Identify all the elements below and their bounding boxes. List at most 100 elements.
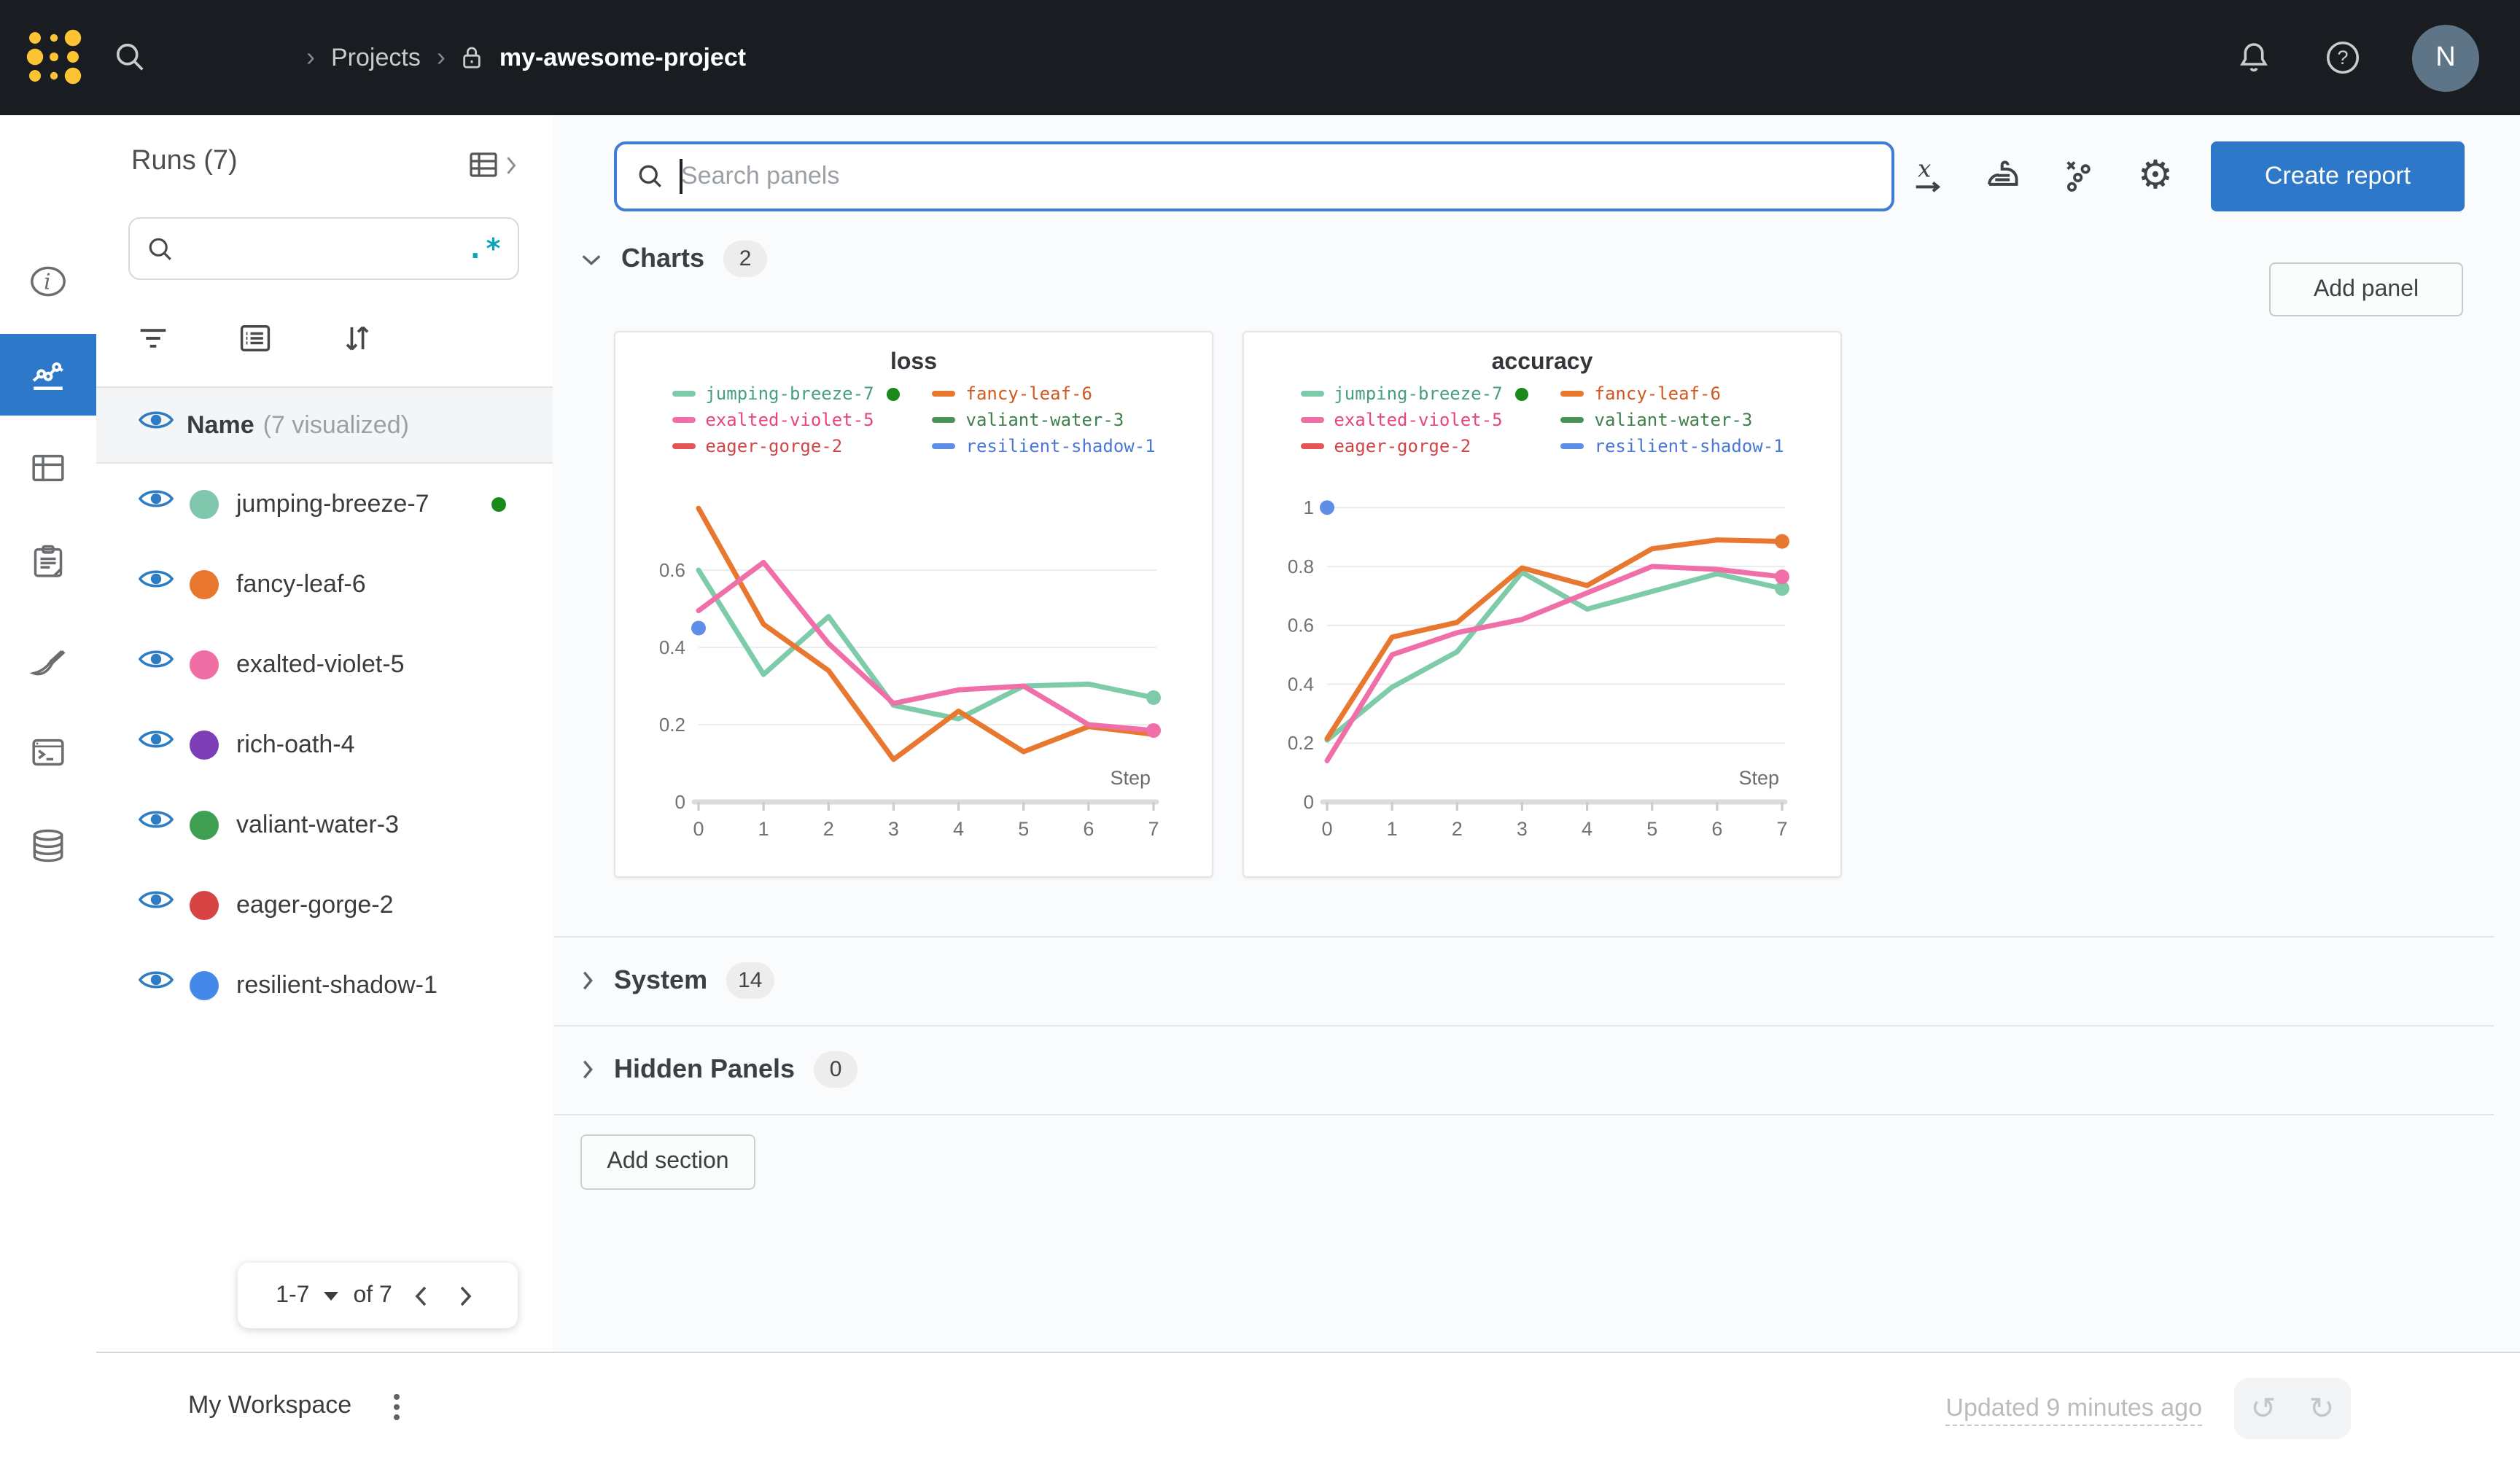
legend-label: exalted-violet-5 <box>705 410 874 430</box>
filter-icon[interactable] <box>134 319 172 357</box>
outliers-icon[interactable] <box>2055 150 2104 200</box>
visibility-eye-icon[interactable] <box>137 806 175 844</box>
chart-legend: jumping-breeze-7 fancy-leaf-6 exalted-viol… <box>1244 381 1840 459</box>
charts-grid: loss jumping-breeze-7 fancy-leaf-6 exalted-… <box>614 331 1842 878</box>
prev-page-button[interactable] <box>407 1281 436 1310</box>
svg-text:7: 7 <box>1148 818 1159 840</box>
rail-item-line-chart-icon[interactable] <box>0 334 96 416</box>
chevron-down-icon[interactable] <box>324 1291 339 1300</box>
panel-loss[interactable]: loss jumping-breeze-7 fancy-leaf-6 exalted-… <box>614 331 1213 878</box>
rail-item-clipboard-icon[interactable] <box>0 521 96 602</box>
run-row[interactable]: fancy-leaf-6 <box>96 544 553 624</box>
run-name[interactable]: jumping-breeze-7 <box>236 489 429 517</box>
svg-text:0.8: 0.8 <box>1288 556 1314 577</box>
run-row[interactable]: eager-gorge-2 <box>96 865 553 945</box>
run-row[interactable]: jumping-breeze-7 <box>96 464 553 544</box>
settings-gear-icon[interactable]: ⚙ <box>2137 152 2174 196</box>
page-range[interactable]: 1-7 <box>276 1282 310 1307</box>
svg-text:5: 5 <box>1018 818 1029 840</box>
legend-entry: eager-gorge-2 <box>672 433 900 459</box>
smoothing-iron-icon[interactable] <box>1979 150 2029 200</box>
run-name[interactable]: eager-gorge-2 <box>236 890 394 918</box>
runs-search-box: .* <box>128 217 519 280</box>
redo-icon[interactable]: ↻ <box>2309 1392 2335 1425</box>
run-color-dot <box>190 970 219 1000</box>
undo-icon[interactable]: ↺ <box>2250 1392 2276 1425</box>
breadcrumb-projects[interactable]: Projects <box>331 43 421 71</box>
workspace-title[interactable]: My Workspace <box>188 1391 352 1419</box>
run-color-dot <box>190 569 219 599</box>
search-icon[interactable] <box>111 38 149 76</box>
run-name[interactable]: rich-oath-4 <box>236 730 355 757</box>
chevron-right-icon <box>583 1060 593 1079</box>
svg-text:3: 3 <box>888 818 899 840</box>
runs-panel: Runs (7) .* <box>96 115 554 1352</box>
rail-item-broom-icon[interactable] <box>0 620 96 701</box>
regex-toggle[interactable]: .* <box>467 233 503 265</box>
run-row[interactable]: rich-oath-4 <box>96 704 553 784</box>
rail-item-info-icon[interactable]: i <box>0 241 96 322</box>
run-row[interactable]: valiant-water-3 <box>96 784 553 865</box>
running-indicator-dot <box>491 496 506 511</box>
visibility-eye-icon[interactable] <box>137 886 175 924</box>
next-page-button[interactable] <box>451 1281 480 1310</box>
visibility-eye-icon[interactable] <box>137 485 175 523</box>
visibility-eye-icon[interactable] <box>137 565 175 603</box>
legend-swatch <box>1300 390 1324 397</box>
run-row[interactable]: resilient-shadow-1 <box>96 945 553 1025</box>
run-name[interactable]: resilient-shadow-1 <box>236 970 438 998</box>
breadcrumb-project[interactable]: my-awesome-project <box>499 43 747 71</box>
charts-section-header[interactable]: Charts 2 <box>580 241 768 277</box>
avatar[interactable]: N <box>2412 24 2479 91</box>
run-name[interactable]: fancy-leaf-6 <box>236 569 366 597</box>
wandb-logo-icon[interactable] <box>20 23 88 90</box>
left-rail: i <box>0 115 98 1461</box>
svg-text:0.6: 0.6 <box>659 559 685 581</box>
legend-label: jumping-breeze-7 <box>1334 383 1503 404</box>
search-icon <box>639 165 661 187</box>
visualized-count: (7 visualized) <box>262 410 409 438</box>
legend-swatch <box>672 443 696 450</box>
main-content: x ⚙ Create report <box>553 115 2520 1352</box>
add-panel-button[interactable]: Add panel <box>2269 262 2463 316</box>
visibility-eye-icon[interactable] <box>137 406 175 444</box>
system-section-header[interactable]: System 14 <box>554 936 2494 1025</box>
legend-label: fancy-leaf-6 <box>1594 383 1721 404</box>
svg-text:Step: Step <box>1110 767 1151 789</box>
visibility-eye-icon[interactable] <box>137 725 175 763</box>
chart-title: accuracy <box>1491 350 1593 375</box>
visibility-eye-icon[interactable] <box>137 966 175 1004</box>
rail-item-terminal-icon[interactable] <box>0 712 96 793</box>
create-report-button[interactable]: Create report <box>2211 141 2465 211</box>
section-count-badge: 2 <box>723 241 768 277</box>
legend-label: fancy-leaf-6 <box>965 383 1092 404</box>
topbar: › Projects › my-awesome-project <box>0 0 2520 115</box>
legend-swatch <box>1560 416 1584 424</box>
panel-accuracy[interactable]: accuracy jumping-breeze-7 fancy-leaf-6 exal… <box>1242 331 1842 878</box>
run-name[interactable]: valiant-water-3 <box>236 810 399 838</box>
help-icon[interactable]: ? <box>2323 38 2362 77</box>
rail-item-table-icon[interactable] <box>0 427 96 509</box>
run-name[interactable]: exalted-violet-5 <box>236 650 405 677</box>
breadcrumb: › Projects › my-awesome-project <box>306 0 746 115</box>
visibility-eye-icon[interactable] <box>137 645 175 683</box>
legend-label: valiant-water-3 <box>1594 410 1753 430</box>
sort-icon[interactable] <box>338 319 376 357</box>
svg-text:0: 0 <box>1304 791 1314 813</box>
runs-table-view-button[interactable] <box>467 147 518 182</box>
rail-item-database-icon[interactable] <box>0 805 96 887</box>
kebab-menu-icon[interactable] <box>382 1388 411 1426</box>
legend-label: eager-gorge-2 <box>1334 436 1471 456</box>
runs-search-input[interactable] <box>176 235 467 262</box>
bell-icon[interactable] <box>2234 38 2274 77</box>
hidden-panels-section-header[interactable]: Hidden Panels 0 <box>554 1025 2494 1114</box>
svg-text:1: 1 <box>1387 818 1398 840</box>
runs-panel-title: Runs (7) <box>131 146 238 176</box>
svg-text:4: 4 <box>953 818 964 840</box>
panel-search-input[interactable] <box>678 160 1874 192</box>
details-list-icon[interactable] <box>236 319 274 357</box>
run-row[interactable]: exalted-violet-5 <box>96 624 553 704</box>
x-axis-icon[interactable]: x <box>1903 150 1953 200</box>
add-section-button[interactable]: Add section <box>580 1134 755 1190</box>
svg-text:0.2: 0.2 <box>1288 732 1314 754</box>
